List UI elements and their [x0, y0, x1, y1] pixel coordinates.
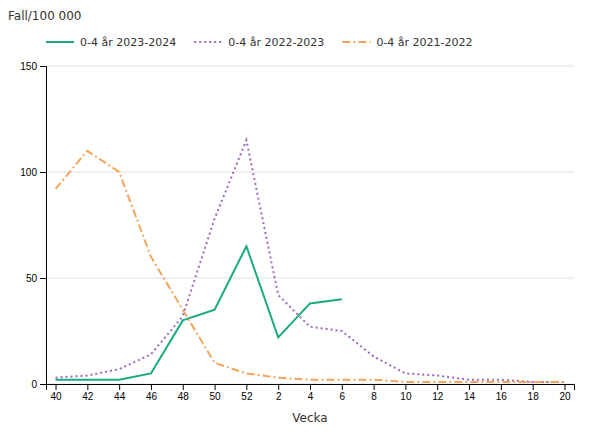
- x-tick: 10: [400, 384, 412, 402]
- x-axis-title: Vecka: [292, 411, 327, 425]
- x-tick-label: 48: [178, 391, 190, 402]
- x-tick-label: 2: [276, 391, 282, 402]
- x-axis: 404244464850522468101214161820: [47, 384, 575, 402]
- legend-item: 0-4 år 2023-2024: [46, 36, 176, 49]
- y-tick-mark: [40, 384, 46, 385]
- plot: 404244464850522468101214161820050100150: [20, 61, 574, 402]
- y-tick: 150: [20, 61, 46, 72]
- y-tick: 50: [26, 273, 46, 284]
- y-axis: 0 50 100 150: [20, 61, 46, 390]
- y-axis-title: Fall/100 000: [8, 9, 82, 23]
- y-tick-mark: [40, 66, 46, 67]
- x-tick-mark: [469, 384, 470, 390]
- x-tick-label: 50: [210, 391, 222, 402]
- y-tick-mark: [40, 278, 46, 279]
- x-tick-mark: [56, 384, 57, 390]
- legend: 0-4 år 2023-2024 0-4 år 2022-2023 0-4 år 2…: [46, 36, 473, 49]
- grid-line: [46, 278, 574, 279]
- legend-item: 0-4 år 2021-2022: [342, 36, 472, 49]
- x-tick-mark: [405, 384, 406, 390]
- x-tick-mark: [151, 384, 152, 390]
- x-tick-mark: [374, 384, 375, 390]
- x-tick-mark: [246, 384, 247, 390]
- grid-line: [46, 172, 574, 173]
- x-tick-mark: [437, 384, 438, 390]
- x-tick-mark: [310, 384, 311, 390]
- x-tick: 44: [114, 384, 126, 402]
- line: [56, 151, 565, 382]
- x-tick-mark: [564, 384, 565, 390]
- x-tick: 40: [50, 384, 62, 402]
- x-tick-label: 20: [559, 391, 571, 402]
- legend-label: 0-4 år 2023-2024: [80, 36, 176, 49]
- x-tick: 42: [82, 384, 94, 402]
- x-tick-label: 18: [528, 391, 540, 402]
- lines: [56, 140, 565, 382]
- legend-swatch: [46, 41, 74, 43]
- x-tick-label: 16: [496, 391, 508, 402]
- y-tick-label: 0: [31, 379, 37, 390]
- legend-swatch: [342, 41, 370, 43]
- x-tick: 50: [210, 384, 222, 402]
- x-tick-mark: [501, 384, 502, 390]
- x-tick-label: 6: [340, 391, 346, 402]
- x-tick: 16: [496, 384, 508, 402]
- x-tick-label: 40: [50, 391, 62, 402]
- x-tick-label: 46: [146, 391, 158, 402]
- x-tick-label: 12: [432, 391, 444, 402]
- x-tick: 6: [340, 384, 346, 402]
- x-tick: 18: [528, 384, 540, 402]
- y-tick: 0: [31, 379, 46, 390]
- x-tick-label: 10: [400, 391, 412, 402]
- x-tick: 4: [308, 384, 314, 402]
- y-tick: 100: [20, 167, 46, 178]
- chart: 404244464850522468101214161820050100150F…: [0, 0, 594, 432]
- x-tick-label: 42: [82, 391, 94, 402]
- x-tick: 14: [464, 384, 476, 402]
- y-axis-line: [40, 67, 47, 385]
- grid: [46, 66, 574, 384]
- x-tick-label: 8: [371, 391, 377, 402]
- x-tick-mark: [215, 384, 216, 390]
- x-tick: 20: [559, 384, 571, 402]
- x-tick-mark: [119, 384, 120, 390]
- x-tick-label: 52: [241, 391, 253, 402]
- x-tick-label: 14: [464, 391, 476, 402]
- legend-label: 0-4 år 2021-2022: [376, 36, 472, 49]
- x-tick: 52: [241, 384, 253, 402]
- x-tick-mark: [87, 384, 88, 390]
- x-tick: 8: [371, 384, 377, 402]
- x-tick: 12: [432, 384, 444, 402]
- x-tick-mark: [278, 384, 279, 390]
- y-tick-label: 100: [20, 167, 37, 178]
- x-tick-label: 4: [308, 391, 314, 402]
- y-tick-label: 150: [20, 61, 37, 72]
- x-tick-mark: [342, 384, 343, 390]
- y-tick-mark: [40, 172, 46, 173]
- x-tick-label: 44: [114, 391, 126, 402]
- x-tick-mark: [533, 384, 534, 390]
- x-axis-line: [47, 385, 575, 391]
- x-tick: 48: [178, 384, 190, 402]
- x-tick: 46: [146, 384, 158, 402]
- legend-item: 0-4 år 2022-2023: [194, 36, 324, 49]
- background: [0, 0, 594, 432]
- x-tick: 2: [276, 384, 282, 402]
- legend-swatch: [194, 41, 222, 43]
- y-tick-label: 50: [26, 273, 38, 284]
- legend-label: 0-4 år 2022-2023: [228, 36, 324, 49]
- x-tick-mark: [183, 384, 184, 390]
- grid-line: [46, 66, 574, 67]
- line: [56, 140, 565, 382]
